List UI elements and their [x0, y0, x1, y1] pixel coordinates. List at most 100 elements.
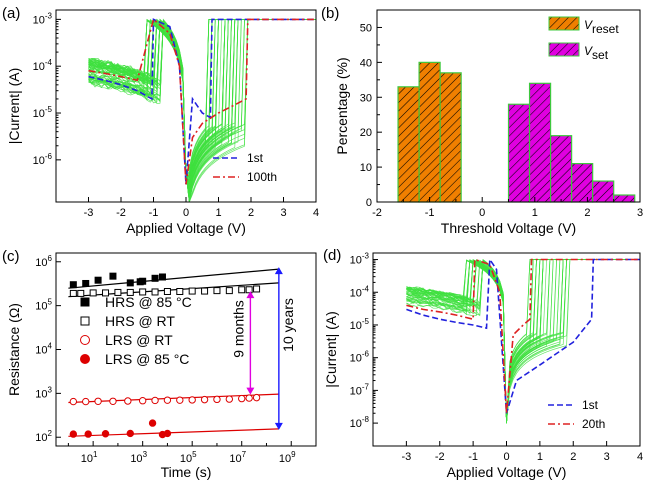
y-tick-label: 10-6	[350, 350, 370, 365]
x-tick-label: -1	[468, 451, 478, 463]
y-tick-label: 10-6	[33, 152, 53, 167]
marker-HRS @ 85 °C	[126, 279, 134, 287]
marker-HRS @ RT	[176, 288, 184, 296]
bar-V_set-0	[507, 103, 531, 203]
legend-V_reset-swatch	[548, 16, 580, 31]
x-tick-label: 105	[180, 450, 197, 465]
annotation-10-years: 10 years	[280, 298, 296, 352]
curves-group	[88, 17, 316, 202]
y-axis-label: |Current| (A)	[323, 311, 339, 388]
y-axis-label: Resistance (Ω)	[6, 303, 22, 396]
x-axis-label: Applied Voltage (V)	[126, 220, 246, 236]
legend-1st-label: 1st	[247, 151, 264, 165]
cycle-curve	[88, 19, 316, 196]
x-tick-label: -1	[149, 207, 159, 219]
x-axis-label: Threshold Voltage (V)	[441, 220, 576, 236]
arrow-10-years-head-bottom	[274, 422, 283, 430]
marker-LRS @ RT	[124, 397, 132, 405]
x-tick-label: 103	[130, 450, 147, 465]
legend-LRS @ 85 °C-label: LRS @ 85 °C	[105, 351, 189, 367]
y-tick-label: 102	[35, 429, 52, 444]
x-tick-label: 2	[584, 207, 590, 219]
y-tick-label: 40	[360, 57, 372, 69]
marker-HRS @ RT	[126, 288, 134, 296]
marker-LRS @ RT	[176, 396, 184, 404]
arrow-10-years-head-top	[274, 267, 283, 275]
x-tick-label: 1	[537, 451, 543, 463]
y-tick-label: 10-7	[350, 382, 370, 397]
series-1st-line	[88, 18, 316, 185]
marker-HRS @ 85 °C	[94, 276, 102, 284]
marker-HRS @ 85 °C	[82, 279, 90, 287]
bar-V_set-1	[528, 82, 552, 203]
bar-V_reset-2	[439, 72, 462, 203]
marker-LRS @ RT	[188, 396, 196, 404]
marker-LRS @ RT	[200, 395, 209, 404]
y-tick-label: 10-8	[350, 415, 370, 430]
panel-a-iv-curves: -3 -2 -1 0 1 2 3 4 10-6 10-5 10-4 10-3 Applied Volta…	[2, 5, 319, 236]
x-tick-label: -2	[372, 207, 382, 219]
marker-HRS @ RT	[253, 285, 261, 293]
x-tick-label: 0	[503, 451, 509, 463]
y-tick-label: 10-5	[350, 317, 370, 332]
marker-LRS @ 85 °C	[148, 419, 157, 427]
legend-20th-label: 20th	[582, 417, 605, 431]
panel-d-iv-curves: -3 -2 -1 0 1 2 3 4 10-8 10-7 10-6 10-5 10-4 10-3 Appli…	[323, 247, 643, 480]
series-1st-line	[406, 257, 640, 414]
fit-line	[68, 428, 279, 437]
marker-LRS @ RT	[225, 395, 234, 403]
legend-100th-label: 100th	[247, 170, 277, 184]
x-tick-label: 3	[604, 451, 610, 463]
y-tick-label: 10-4	[33, 58, 53, 73]
legend-HRS @ RT-label: HRS @ RT	[105, 313, 175, 329]
cycle-curve	[88, 19, 316, 202]
y-axis-label: Percentage (%)	[334, 57, 350, 154]
marker-LRS @ RT	[82, 397, 90, 406]
cycle-curve	[406, 259, 640, 424]
x-tick-label: 101	[81, 450, 98, 465]
cycle-curve	[88, 19, 316, 195]
panel-c-retention: 9 months 10 years 101 103 105 107 109 102 103 104…	[2, 248, 317, 480]
series-100th-line	[88, 17, 316, 185]
x-tick-label: 1	[532, 207, 538, 219]
marker-HRS @ RT	[188, 287, 196, 295]
marker-HRS @ RT	[151, 288, 159, 296]
legend-V_reset-label: Vreset	[584, 18, 619, 36]
legend-V_set-swatch	[548, 42, 580, 57]
arrow-9-months-head-bottom	[246, 387, 255, 395]
fit-line	[68, 268, 279, 289]
marker-LRS @ 85 °C	[163, 429, 172, 438]
x-tick-label: -3	[84, 207, 94, 219]
panel-label: (b)	[321, 5, 339, 22]
cycle-curve	[88, 19, 316, 198]
bar-V_reset-0	[397, 86, 420, 203]
marker-HRS @ 85 °C	[158, 273, 166, 281]
marker-HRS @ RT	[245, 286, 253, 294]
y-tick-label: 10-5	[33, 105, 53, 120]
panel-label: (d)	[323, 247, 341, 264]
marker-LRS @ 85 °C	[126, 429, 134, 438]
legend-HRS @ 85 °C-marker	[80, 297, 90, 307]
marker-HRS @ 85 °C	[69, 281, 77, 289]
y-tick-label: 103	[35, 385, 52, 400]
marker-HRS @ 85 °C	[139, 277, 147, 285]
x-tick-label: -3	[401, 451, 411, 463]
legend-LRS @ RT-label: LRS @ RT	[105, 332, 173, 348]
bar-V_reset-1	[418, 61, 441, 203]
panel-label: (c)	[2, 248, 20, 265]
x-tick-label: 4	[313, 207, 319, 219]
y-tick-label: 10	[360, 162, 372, 174]
bar-V_set-2	[549, 135, 573, 203]
x-tick-label: 1	[215, 207, 221, 219]
marker-HRS @ RT	[69, 289, 77, 297]
marker-HRS @ RT	[238, 286, 246, 294]
y-tick-label: 30	[360, 92, 372, 104]
marker-LRS @ RT	[138, 397, 147, 405]
marker-HRS @ RT	[114, 288, 122, 296]
marker-LRS @ RT	[109, 397, 117, 405]
y-tick-label: 105	[35, 298, 52, 313]
x-tick-label: 3	[637, 207, 643, 219]
cycle-curve	[88, 19, 316, 202]
bar-V_set-4	[592, 180, 615, 203]
